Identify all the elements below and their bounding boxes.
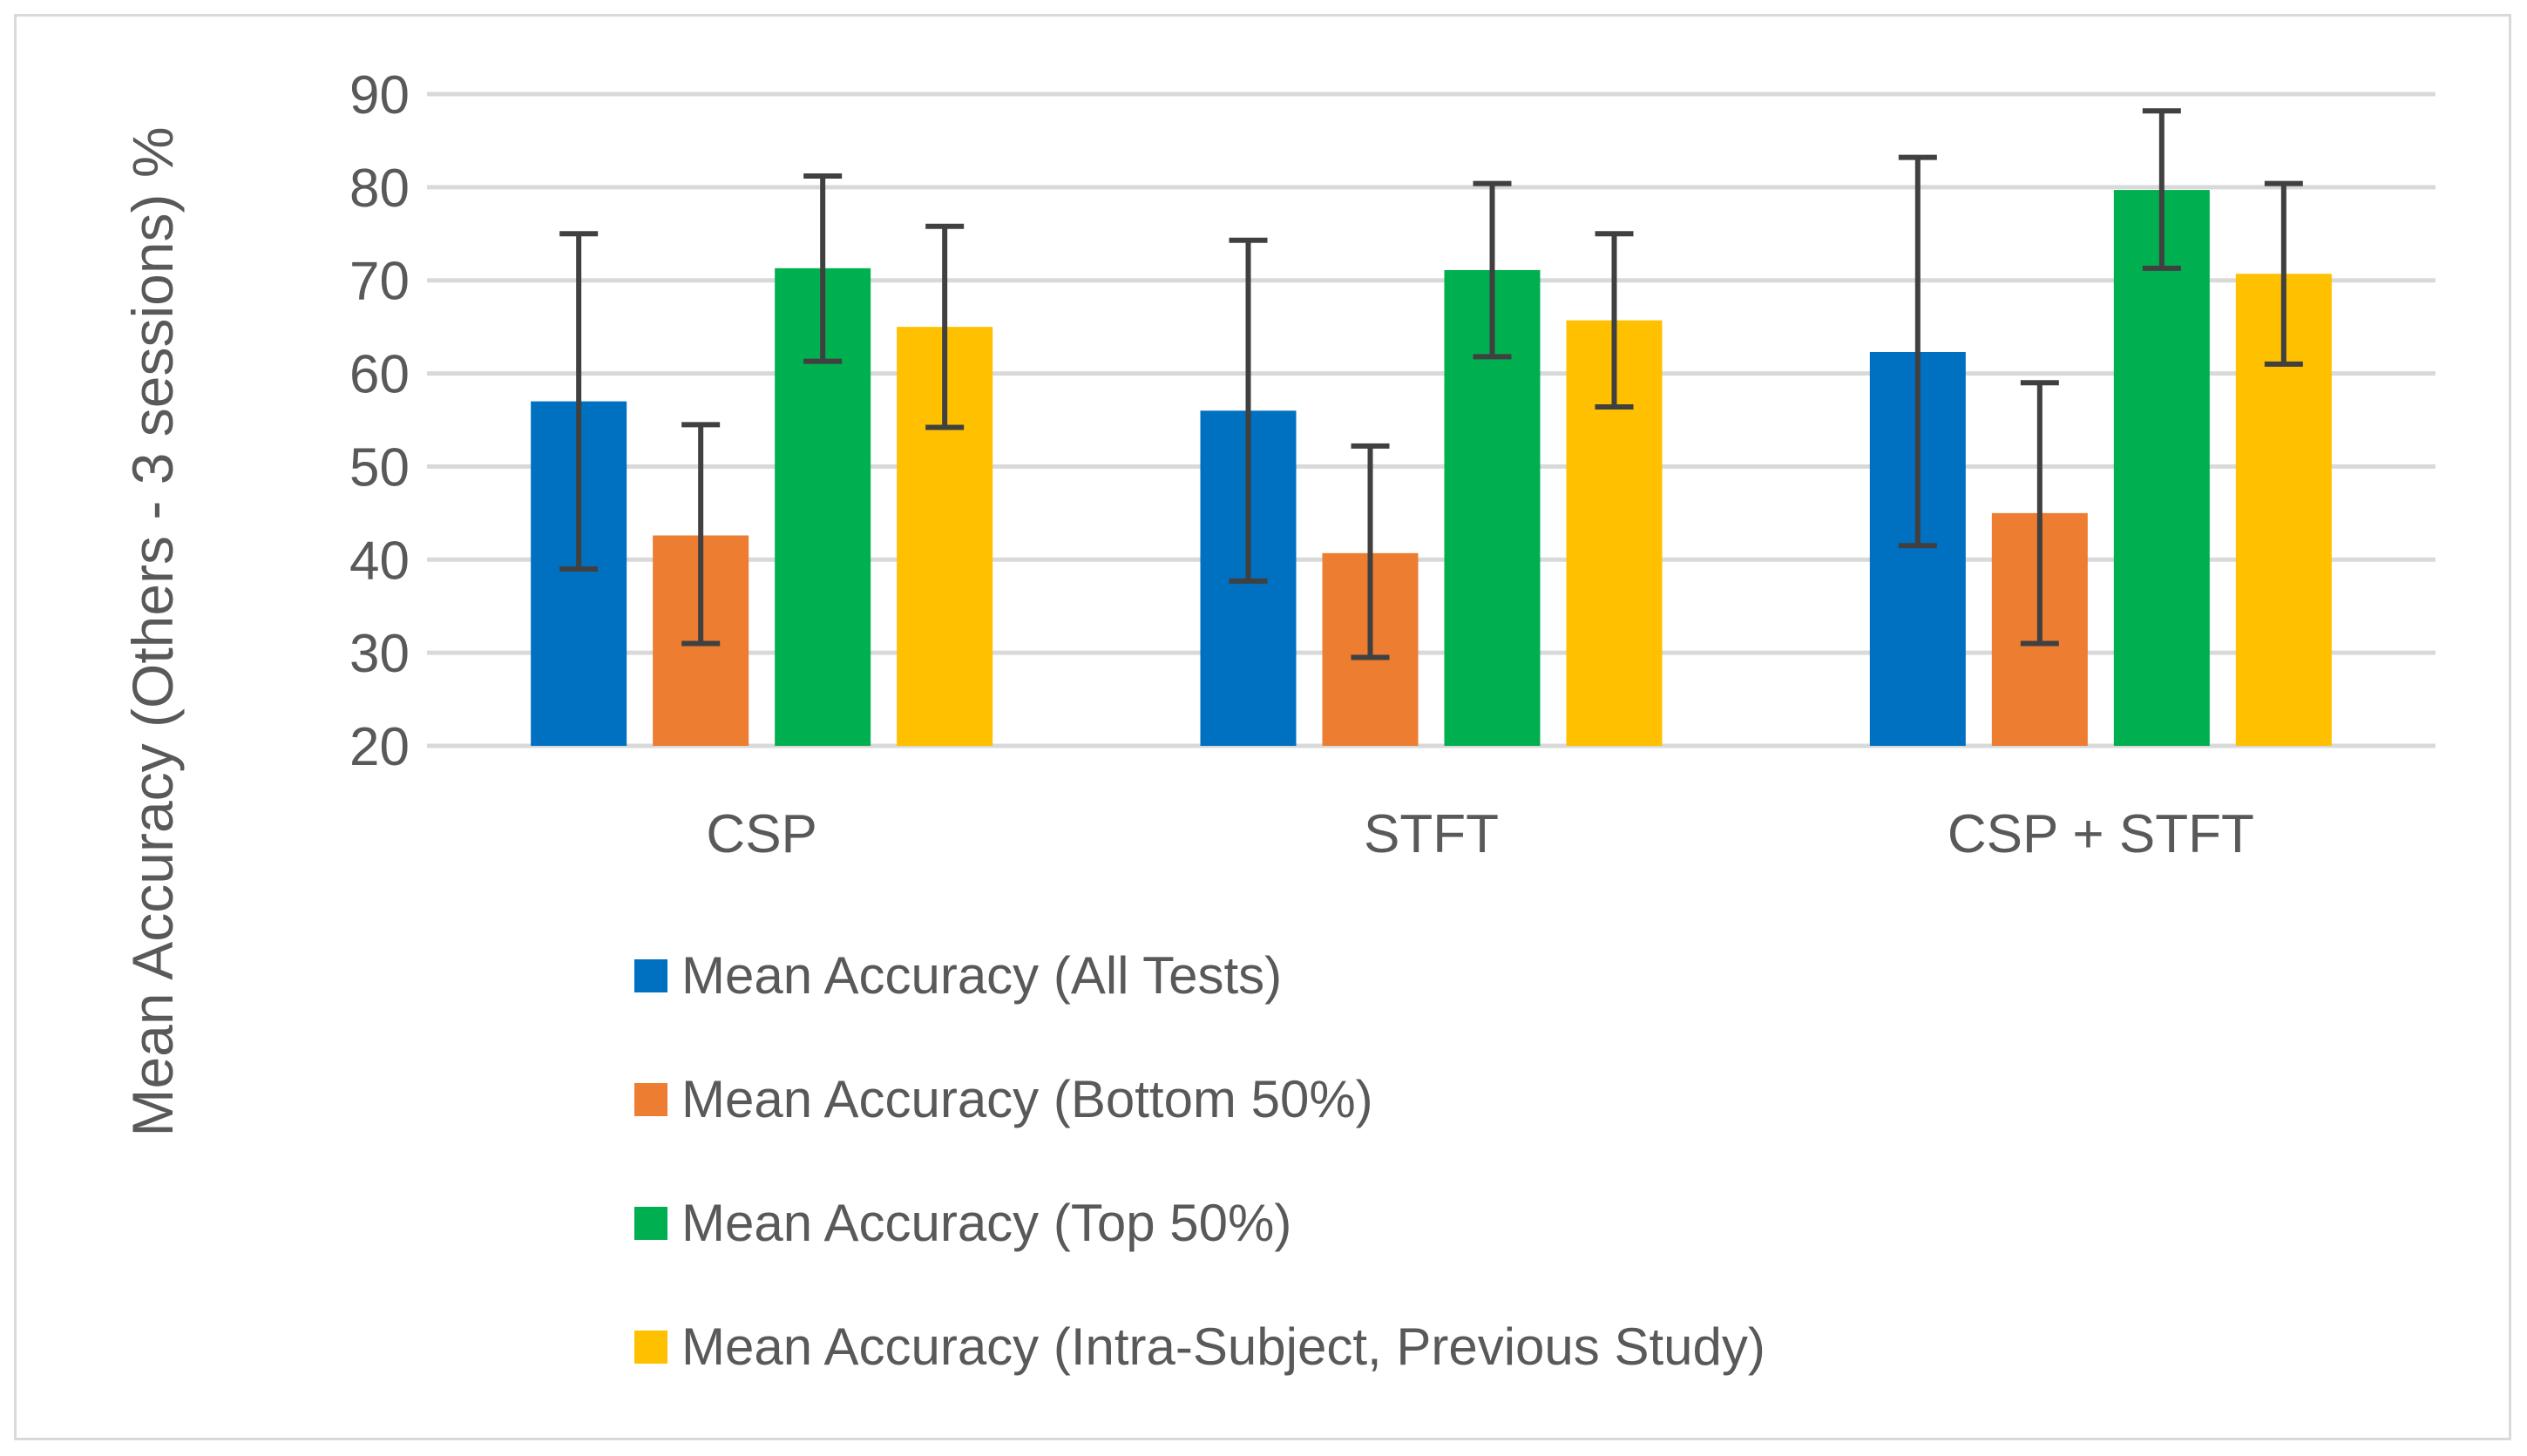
legend-swatch bbox=[634, 1083, 667, 1116]
legend-label: Mean Accuracy (Bottom 50%) bbox=[681, 1070, 1373, 1128]
y-tick-label: 30 bbox=[349, 624, 410, 684]
y-tick-label: 50 bbox=[349, 437, 410, 498]
y-tick-label: 80 bbox=[349, 159, 410, 219]
error-bar bbox=[2020, 380, 2059, 647]
y-axis-label: Mean Accuracy (Others - 3 sessions) % bbox=[120, 126, 185, 1136]
error-bar bbox=[1351, 443, 1390, 660]
error-bars bbox=[559, 108, 2303, 660]
legend-item: Mean Accuracy (Top 50%) bbox=[634, 1189, 1291, 1258]
error-bar bbox=[2264, 180, 2303, 367]
error-bar bbox=[1473, 180, 1512, 360]
error-bar bbox=[803, 173, 843, 364]
error-bar bbox=[2142, 108, 2181, 271]
y-tick-label: 40 bbox=[349, 531, 410, 591]
y-axis-ticks: 20 30 40 50 60 70 80 90 bbox=[349, 65, 410, 777]
y-tick-label: 90 bbox=[349, 65, 410, 125]
x-axis-ticks: CSP STFT CSP + STFT bbox=[706, 804, 2253, 864]
x-tick-label: CSP bbox=[706, 804, 816, 864]
y-tick-label: 20 bbox=[349, 717, 410, 777]
legend-swatch bbox=[634, 959, 667, 992]
legend-label: Mean Accuracy (All Tests) bbox=[681, 946, 1283, 1005]
legend-swatch bbox=[634, 1207, 667, 1240]
error-bar bbox=[681, 422, 721, 647]
error-bar bbox=[1229, 237, 1268, 584]
gridlines bbox=[427, 91, 2436, 748]
legend-item: Mean Accuracy (Bottom 50%) bbox=[634, 1065, 1373, 1134]
error-bar bbox=[559, 231, 599, 572]
error-bar bbox=[1595, 231, 1634, 410]
x-tick-label: STFT bbox=[1364, 804, 1499, 864]
error-bar bbox=[925, 223, 965, 430]
y-tick-label: 60 bbox=[349, 345, 410, 405]
legend-label: Mean Accuracy (Intra-Subject, Previous S… bbox=[681, 1317, 1765, 1376]
legend-item: Mean Accuracy (All Tests) bbox=[634, 941, 1282, 1011]
legend-label: Mean Accuracy (Top 50%) bbox=[681, 1194, 1292, 1252]
bar bbox=[2113, 190, 2210, 746]
error-bar bbox=[1898, 154, 1937, 549]
legend-swatch bbox=[634, 1331, 667, 1364]
y-tick-label: 70 bbox=[349, 252, 410, 312]
legend-item: Mean Accuracy (Intra-Subject, Previous S… bbox=[634, 1312, 1765, 1382]
x-tick-label: CSP + STFT bbox=[1948, 804, 2254, 864]
